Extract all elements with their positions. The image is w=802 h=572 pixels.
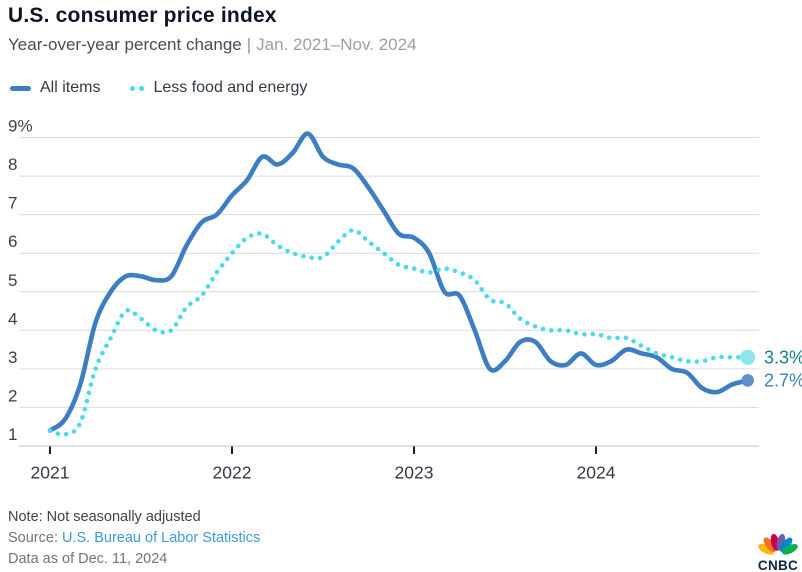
less-food-and-energy-end-label: 3.3% [764, 347, 802, 367]
source-link[interactable]: U.S. Bureau of Labor Statistics [62, 530, 261, 546]
peacock-feather-0 [758, 543, 774, 555]
y-axis-label-7: 7 [8, 194, 17, 213]
x-axis-label-2021: 2021 [31, 463, 70, 483]
legend-label-all-items: All items [40, 79, 101, 96]
y-axis-label-2: 2 [8, 386, 17, 405]
y-axis-label-3: 3 [8, 348, 17, 367]
source-prefix: Source: [8, 530, 62, 546]
legend-item-all-items: All items [10, 79, 100, 97]
y-axis-label-5: 5 [8, 271, 17, 290]
chart-legend: All items Less food and energy [10, 79, 307, 97]
all-items-line [47, 131, 750, 433]
x-axis-label-2023: 2023 [395, 463, 434, 483]
all-items-line-swatch [10, 85, 31, 91]
chart-footer: Note: Not seasonally adjusted Source: U.… [8, 507, 260, 570]
subtitle-measure: Year-over-year percent change [8, 35, 242, 54]
peacock-feather-1 [763, 537, 776, 553]
less-food-and-energy-end-dot [740, 349, 756, 365]
cpi-line-chart: 1 2 3 4 5 6 7 8 9% 2021 2022 2023 2024 2.7% 3.3% [8, 117, 802, 483]
all-items-end-dot [741, 374, 754, 387]
less-food-and-energy-dots-swatch [130, 85, 145, 91]
y-axis-label-8: 8 [8, 155, 17, 174]
footer-data-as-of: Data as of Dec. 11, 2024 [8, 551, 168, 567]
cnbc-wordmark: CNBC [758, 558, 798, 572]
legend-item-less-food-and-energy: Less food and energy [130, 79, 307, 97]
legend-label-less-food-and-energy: Less food and energy [153, 79, 308, 96]
x-axis-label-2024: 2024 [577, 463, 616, 483]
footer-note: Note: Not seasonally adjusted [8, 509, 201, 525]
y-axis-label-6: 6 [8, 232, 17, 251]
peacock-feather-4 [780, 537, 793, 553]
subtitle-date-range: Jan. 2021–Nov. 2024 [256, 35, 417, 54]
peacock-feather-5 [782, 543, 798, 555]
y-axis-label-4: 4 [8, 309, 17, 328]
footer-source-line: Source: U.S. Bureau of Labor Statistics [8, 528, 260, 549]
y-axis-label-1: 1 [8, 425, 17, 444]
subtitle-separator: | [246, 35, 252, 54]
cnbc-logo: CNBC [758, 533, 798, 572]
y-axis-label-9: 9% [8, 117, 33, 136]
x-axis-label-2022: 2022 [213, 463, 252, 483]
all-items-end-label: 2.7% [764, 370, 802, 390]
page-title: U.S. consumer price index [8, 4, 277, 27]
cnbc-peacock-icon [758, 533, 798, 555]
less-food-and-energy-line [47, 227, 750, 437]
chart-subtitle: Year-over-year percent change | Jan. 2021–… [8, 35, 417, 55]
